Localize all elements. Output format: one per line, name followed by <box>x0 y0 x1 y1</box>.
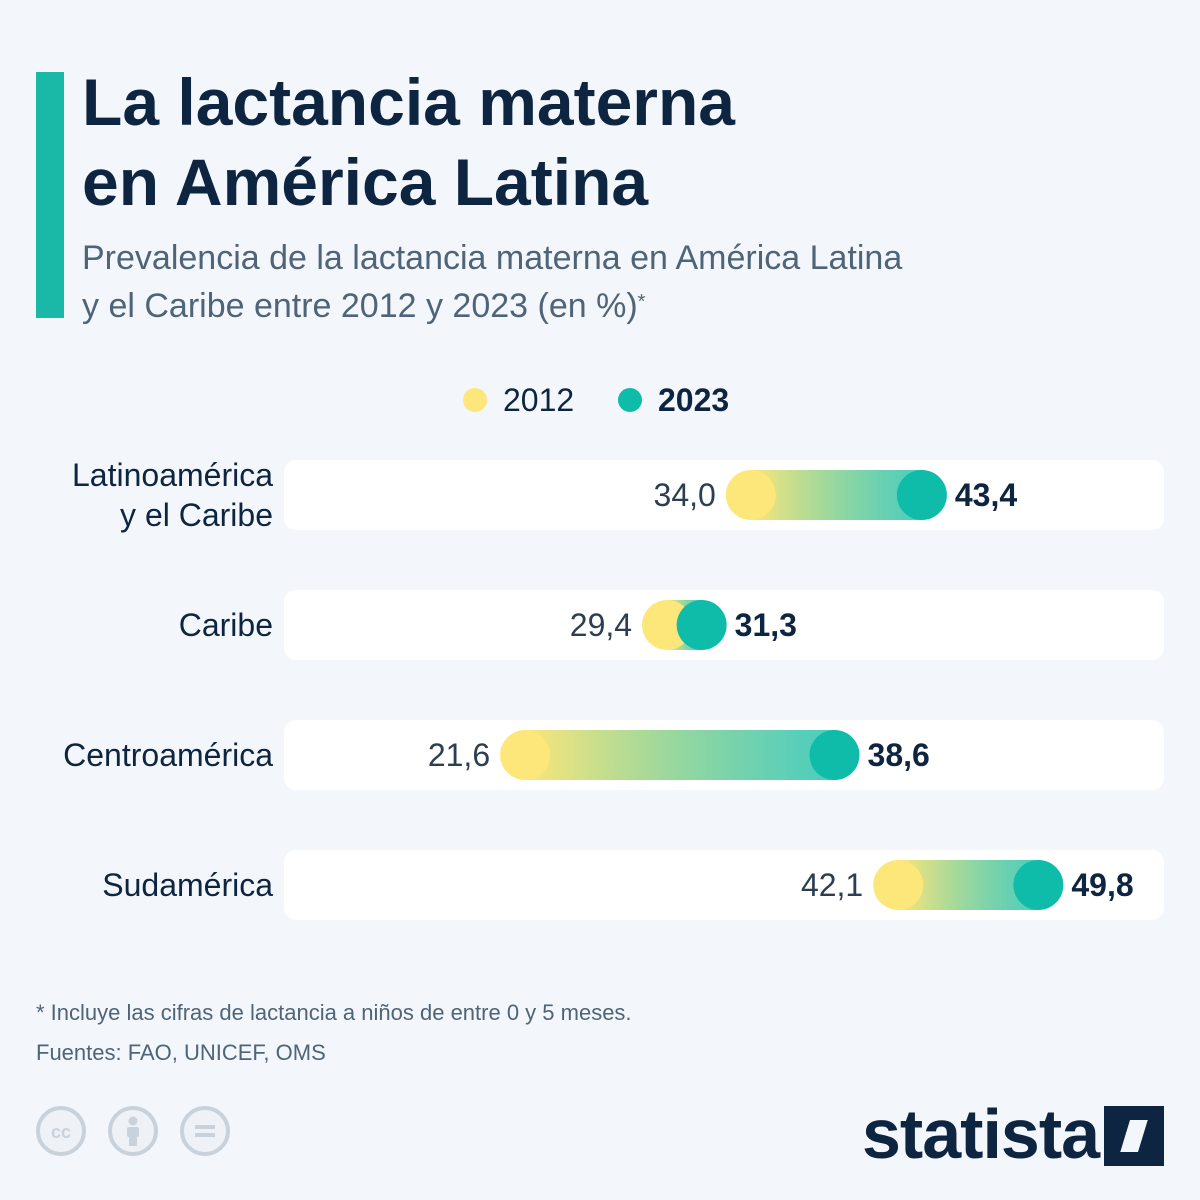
row-background <box>284 460 1164 530</box>
value-label-2023: 38,6 <box>868 737 930 773</box>
statista-mark-icon <box>1104 1106 1164 1166</box>
value-label-2012: 21,6 <box>428 737 490 773</box>
legend: 2012 2023 <box>0 378 1200 422</box>
chart-subtitle-line-2-text: y el Caribe entre 2012 y 2023 (en %) <box>82 287 638 325</box>
cc-icon: cc <box>36 1106 86 1156</box>
legend-label-2023: 2023 <box>658 381 730 418</box>
point-2023 <box>1013 860 1064 910</box>
subtitle-footnote-marker: * <box>637 291 646 313</box>
value-label-2023: 43,4 <box>955 477 1017 513</box>
chart-title: La lactancia materna en América Latina <box>82 62 1082 222</box>
chart-subtitle-line-1: Prevalencia de la lactancia materna en A… <box>82 239 903 277</box>
no-derivatives-icon <box>180 1106 230 1156</box>
statista-logo: statista <box>862 1095 1172 1173</box>
statista-wordmark: statista <box>862 1095 1100 1173</box>
value-label-2023: 31,3 <box>735 607 797 643</box>
connector-bar <box>525 730 835 780</box>
value-label-2023: 49,8 <box>1071 867 1133 903</box>
point-2023 <box>676 600 727 650</box>
point-2012 <box>725 470 776 520</box>
attribution-icon <box>108 1106 158 1156</box>
svg-text:cc: cc <box>51 1122 71 1142</box>
legend-item-2012: 2012 <box>463 378 574 422</box>
footnote: * Incluye las cifras de lactancia a niño… <box>36 1000 632 1025</box>
point-2012 <box>500 730 551 780</box>
legend-item-2023: 2023 <box>618 378 729 422</box>
chart-title-line-2: en América Latina <box>82 145 649 219</box>
legend-dot-2012 <box>463 388 487 412</box>
category-label: Caribe <box>179 607 273 643</box>
chart-title-line-1: La lactancia materna <box>82 65 735 139</box>
category-label: Sudamérica <box>102 867 273 903</box>
chart-subtitle: Prevalencia de la lactancia materna en A… <box>82 234 1162 330</box>
dumbbell-chart: Latinoamérica y el Caribe 34,0 43,4 Caribe 29… <box>63 457 1164 920</box>
point-2023 <box>896 470 947 520</box>
connector-bar <box>750 470 922 520</box>
value-label-2012: 42,1 <box>801 867 863 903</box>
category-label: Latinoamérica y el Caribe <box>72 457 273 533</box>
value-label-2012: 34,0 <box>654 477 716 513</box>
value-label-2012: 29,4 <box>570 607 632 643</box>
legend-label-2012: 2012 <box>503 381 575 418</box>
legend-dot-2023 <box>618 388 642 412</box>
category-label: Centroamérica <box>63 737 273 773</box>
accent-bar <box>36 72 64 318</box>
point-2023 <box>809 730 860 780</box>
sources: Fuentes: FAO, UNICEF, OMS <box>36 1040 326 1065</box>
chart-subtitle-line-2: y el Caribe entre 2012 y 2023 (en %)* <box>82 282 1162 330</box>
point-2012 <box>642 600 693 650</box>
point-2012 <box>873 860 924 910</box>
